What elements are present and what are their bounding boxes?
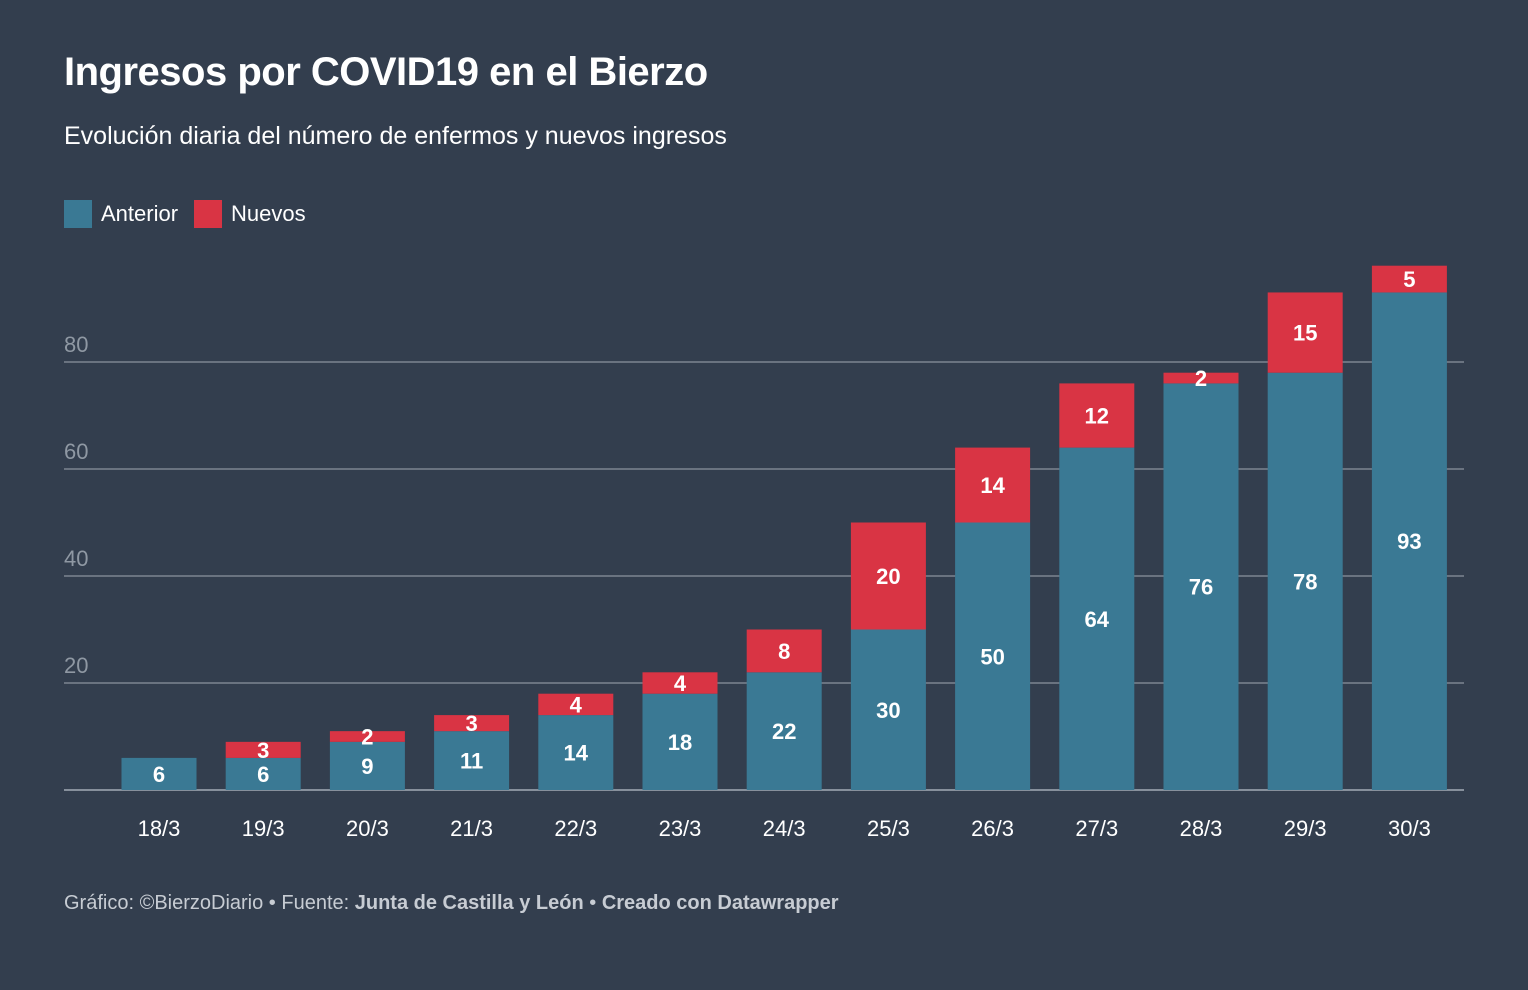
y-tick-label-20: 20 [64,653,88,678]
footer-credit-link[interactable]: Creado con Datawrapper [601,892,839,914]
data-label-nuevos-27/3: 12 [1085,404,1109,429]
x-tick-label-25/3: 25/3 [867,816,910,841]
y-tick-label-40: 40 [64,546,88,571]
x-tick-label-22/3: 22/3 [554,816,597,841]
data-label-nuevos-20/3: 2 [361,725,373,750]
bar-anterior-18/3 [121,757,197,790]
data-label-nuevos-30/3: 5 [1403,267,1415,292]
bar-nuevos-28/3 [1163,372,1239,384]
x-tick-label-27/3: 27/3 [1075,816,1118,841]
data-label-nuevos-23/3: 4 [674,671,687,696]
x-tick-label-30/3: 30/3 [1388,816,1431,841]
data-label-anterior-25/3: 30 [876,698,900,723]
x-tick-label-24/3: 24/3 [763,816,806,841]
legend-item-nuevos: Nuevos [194,200,306,228]
legend-swatch-nuevos [194,200,223,228]
footer-separator: • [583,892,602,914]
x-tick-label-28/3: 28/3 [1180,816,1223,841]
data-label-anterior-20/3: 9 [361,754,373,779]
legend-item-anterior: Anterior [64,200,178,228]
data-label-anterior-19/3: 6 [257,762,269,787]
bar-anterior-22/3 [538,715,614,790]
x-tick-label-29/3: 29/3 [1284,816,1327,841]
bar-anterior-25/3 [850,629,926,790]
bar-nuevos-26/3 [955,447,1031,523]
bar-nuevos-20/3 [329,731,405,742]
data-label-anterior-30/3: 93 [1397,529,1421,554]
data-label-anterior-22/3: 14 [564,741,589,766]
footer-prefix: Gráfico: ©BierzoDiario • Fuente: [64,892,355,914]
bar-anterior-28/3 [1163,383,1239,790]
x-tick-label-19/3: 19/3 [242,816,285,841]
bar-anterior-23/3 [642,693,718,790]
data-label-nuevos-21/3: 3 [465,711,477,736]
data-label-nuevos-24/3: 8 [778,639,790,664]
legend: Anterior Nuevos [64,200,322,228]
chart-subtitle: Evolución diaria del número de enfermos … [64,122,727,150]
bar-anterior-27/3 [1059,447,1135,790]
y-tick-label-60: 60 [64,439,88,464]
data-label-nuevos-19/3: 3 [257,738,269,763]
data-label-anterior-27/3: 64 [1085,607,1110,632]
x-tick-label-21/3: 21/3 [450,816,493,841]
legend-swatch-anterior [64,200,92,228]
data-label-anterior-29/3: 78 [1293,569,1317,594]
bar-anterior-26/3 [955,522,1031,790]
data-label-anterior-21/3: 11 [460,749,483,774]
bar-nuevos-23/3 [642,672,718,694]
bar-anterior-29/3 [1267,372,1343,790]
bar-anterior-21/3 [434,731,510,790]
data-label-anterior-24/3: 22 [772,719,796,744]
data-label-nuevos-29/3: 15 [1293,321,1317,346]
bar-nuevos-27/3 [1059,383,1135,448]
data-label-nuevos-28/3: 2 [1195,366,1207,391]
x-tick-label-20/3: 20/3 [346,816,389,841]
bar-anterior-20/3 [329,741,405,790]
chart-title: Ingresos por COVID19 en el Bierzo [64,50,708,94]
bar-nuevos-19/3 [225,741,301,758]
data-label-nuevos-22/3: 4 [570,692,583,717]
data-label-anterior-26/3: 50 [980,644,1004,669]
data-label-anterior-28/3: 76 [1189,575,1213,600]
bar-anterior-24/3 [746,672,822,790]
data-label-anterior-23/3: 18 [668,730,692,755]
y-tick-label-80: 80 [64,332,88,357]
data-label-anterior-18/3: 6 [153,762,165,787]
data-label-nuevos-25/3: 20 [876,564,900,589]
bar-nuevos-22/3 [538,693,614,716]
bar-anterior-30/3 [1371,292,1447,790]
x-tick-label-23/3: 23/3 [659,816,702,841]
legend-label-nuevos: Nuevos [231,201,306,226]
bar-nuevos-29/3 [1267,292,1343,373]
data-label-nuevos-26/3: 14 [980,473,1005,498]
bar-nuevos-24/3 [746,629,822,673]
footer-source-link[interactable]: Junta de Castilla y León [354,892,584,914]
legend-label-anterior: Anterior [101,201,179,226]
x-tick-label-18/3: 18/3 [138,816,181,841]
bar-nuevos-30/3 [1371,265,1447,293]
x-tick-label-26/3: 26/3 [971,816,1014,841]
bar-nuevos-21/3 [434,715,510,732]
bar-nuevos-25/3 [850,522,926,630]
chart-footer: Gráfico: ©BierzoDiario • Fuente: Junta d… [64,892,839,915]
bar-anterior-19/3 [225,757,301,790]
